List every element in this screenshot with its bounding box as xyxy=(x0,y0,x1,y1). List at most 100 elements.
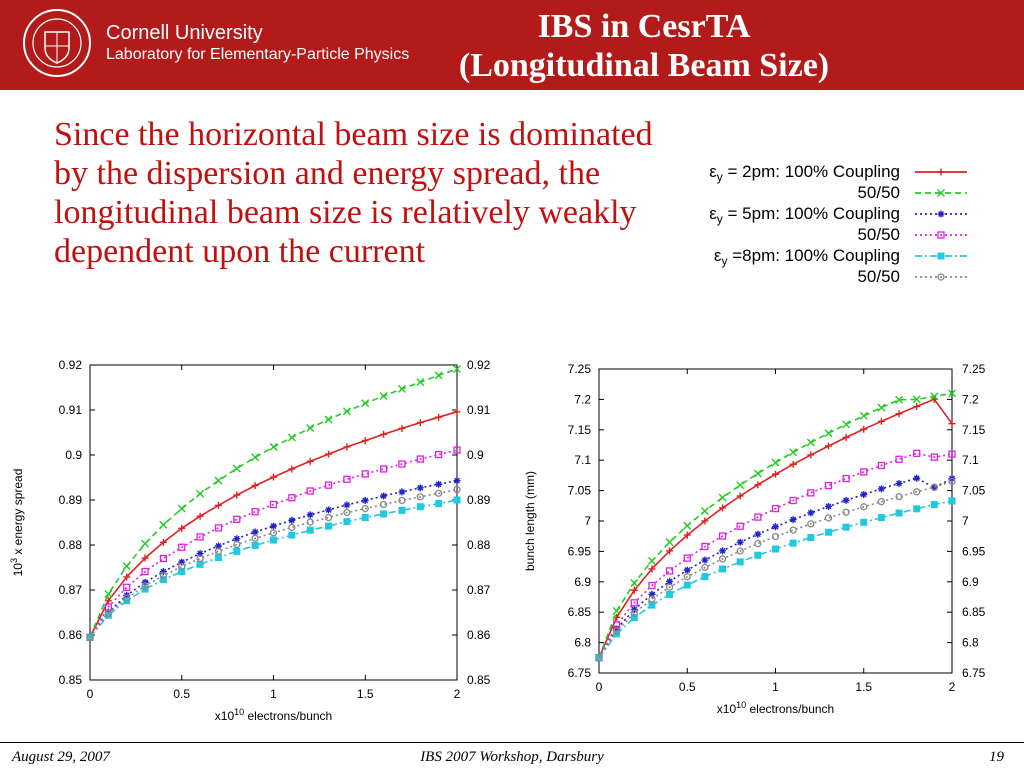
data-point xyxy=(123,583,131,591)
data-point xyxy=(361,437,369,445)
y-tick-label-left: 7.05 xyxy=(568,484,592,498)
legend-label: 50/50 xyxy=(857,267,900,286)
data-point xyxy=(398,496,406,505)
data-point xyxy=(860,503,868,511)
data-point xyxy=(948,389,956,398)
data-point xyxy=(159,576,167,584)
data-point xyxy=(325,522,333,530)
data-point xyxy=(860,518,868,526)
data-point xyxy=(719,504,727,512)
data-point xyxy=(718,493,727,502)
data-point xyxy=(736,558,744,566)
title-line2-text: (Longitudinal Beam Size) xyxy=(458,47,830,84)
series-group xyxy=(595,395,956,662)
y-tick-label-left: 6.8 xyxy=(574,636,591,650)
data-point xyxy=(397,384,406,393)
data-point xyxy=(178,524,186,532)
y-tick-label-right: 0.89 xyxy=(467,493,491,507)
y-tick-label-left: 0.9 xyxy=(65,448,82,462)
data-point xyxy=(141,567,149,576)
legend-marker xyxy=(937,252,945,260)
data-point xyxy=(270,536,277,544)
data-point xyxy=(666,577,674,585)
y-tick-label-right: 7 xyxy=(962,514,969,528)
data-point xyxy=(435,500,443,508)
data-point xyxy=(379,465,388,473)
data-point xyxy=(306,518,314,526)
series-line xyxy=(598,477,953,659)
data-point xyxy=(453,496,461,504)
data-point xyxy=(630,614,638,622)
data-point xyxy=(434,450,443,459)
data-point xyxy=(361,399,370,408)
data-point xyxy=(877,403,886,412)
series-line xyxy=(89,449,458,638)
data-point xyxy=(895,492,903,501)
data-point xyxy=(196,550,204,558)
data-point xyxy=(877,485,885,493)
y-tick-label-left: 6.9 xyxy=(574,575,591,589)
data-point xyxy=(343,443,351,451)
data-point xyxy=(930,484,938,492)
data-point xyxy=(648,581,656,590)
data-point xyxy=(877,461,886,470)
data-point xyxy=(913,474,921,482)
y-tick-label-left: 6.95 xyxy=(568,544,592,558)
data-point xyxy=(807,520,815,528)
x-tick-label: 2 xyxy=(454,687,461,701)
series-line xyxy=(89,479,458,638)
data-point xyxy=(842,496,850,504)
data-point xyxy=(807,489,815,497)
data-point xyxy=(435,480,443,488)
data-point xyxy=(178,558,186,566)
data-point xyxy=(380,430,388,438)
data-point xyxy=(613,625,621,633)
data-point xyxy=(251,534,259,542)
data-point xyxy=(233,491,241,499)
data-point xyxy=(380,492,388,500)
y-tick-label-left: 7.2 xyxy=(574,392,591,406)
legend-marker xyxy=(937,273,945,281)
legend-marker xyxy=(937,210,945,218)
data-point xyxy=(842,433,850,441)
y-tick-label-right: 0.88 xyxy=(467,538,491,552)
data-point xyxy=(361,470,369,478)
data-point xyxy=(666,547,674,555)
data-point xyxy=(251,541,259,549)
data-point xyxy=(453,477,461,485)
slide-title-line2: (Longitudinal Beam Size) xyxy=(0,47,1024,85)
data-point xyxy=(178,543,186,551)
data-point xyxy=(789,526,797,534)
x-tick-label: 0 xyxy=(596,680,603,694)
data-point xyxy=(270,522,277,530)
data-point xyxy=(630,586,638,594)
data-point xyxy=(912,395,921,404)
data-point xyxy=(214,476,223,485)
y-tick-label-right: 7.15 xyxy=(962,423,986,437)
x-tick-label: 1 xyxy=(772,680,779,694)
data-point xyxy=(324,415,333,424)
data-point xyxy=(736,492,744,500)
data-point xyxy=(453,485,461,494)
data-point xyxy=(683,521,692,530)
data-point xyxy=(342,407,351,416)
data-point xyxy=(196,560,204,568)
data-point xyxy=(930,483,939,491)
data-point xyxy=(859,411,868,420)
data-point xyxy=(306,487,314,495)
data-point xyxy=(683,566,691,574)
data-point xyxy=(719,565,727,573)
data-point xyxy=(824,502,832,510)
data-point xyxy=(842,420,851,429)
data-point xyxy=(648,601,656,609)
x-tick-label: 1.5 xyxy=(357,687,374,701)
data-point xyxy=(343,475,351,483)
data-point xyxy=(306,457,314,465)
y-tick-label-right: 6.9 xyxy=(962,575,979,589)
data-point xyxy=(232,464,241,473)
data-point xyxy=(860,425,868,433)
y-tick-label-right: 6.95 xyxy=(962,544,986,558)
data-point xyxy=(270,473,277,481)
data-point xyxy=(683,554,691,562)
data-point xyxy=(807,451,815,459)
